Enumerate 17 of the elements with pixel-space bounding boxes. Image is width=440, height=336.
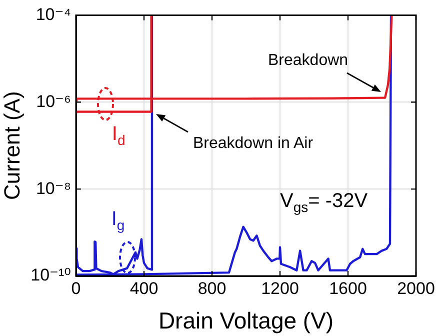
y-axis-title: Current (A) bbox=[0, 91, 24, 200]
annotation: Breakdown bbox=[267, 50, 348, 71]
y-tick-label: 10⁻⁶ bbox=[36, 92, 71, 111]
y-tick-label: 10⁻⁴ bbox=[36, 4, 71, 24]
annotation: I$_{d}$ bbox=[112, 123, 126, 148]
y-tick-label: 10⁻⁸ bbox=[36, 178, 71, 198]
x-axis-title: Drain Voltage (V) bbox=[158, 308, 334, 334]
x-tick-label: 400 bbox=[130, 278, 158, 298]
x-tick-label: 1600 bbox=[329, 278, 367, 298]
annotation: V$_{gs}$= -32V bbox=[280, 190, 368, 216]
x-tick-label: 0 bbox=[71, 278, 81, 298]
y-tick-label: 10⁻¹⁰ bbox=[30, 266, 72, 285]
x-tick-label: 1200 bbox=[261, 278, 299, 298]
x-tick-label: 800 bbox=[198, 278, 226, 298]
annotation: Breakdown in Air bbox=[192, 135, 314, 152]
annotation: I$_{g}$ bbox=[111, 208, 125, 234]
x-tick-label: 2000 bbox=[397, 278, 435, 298]
